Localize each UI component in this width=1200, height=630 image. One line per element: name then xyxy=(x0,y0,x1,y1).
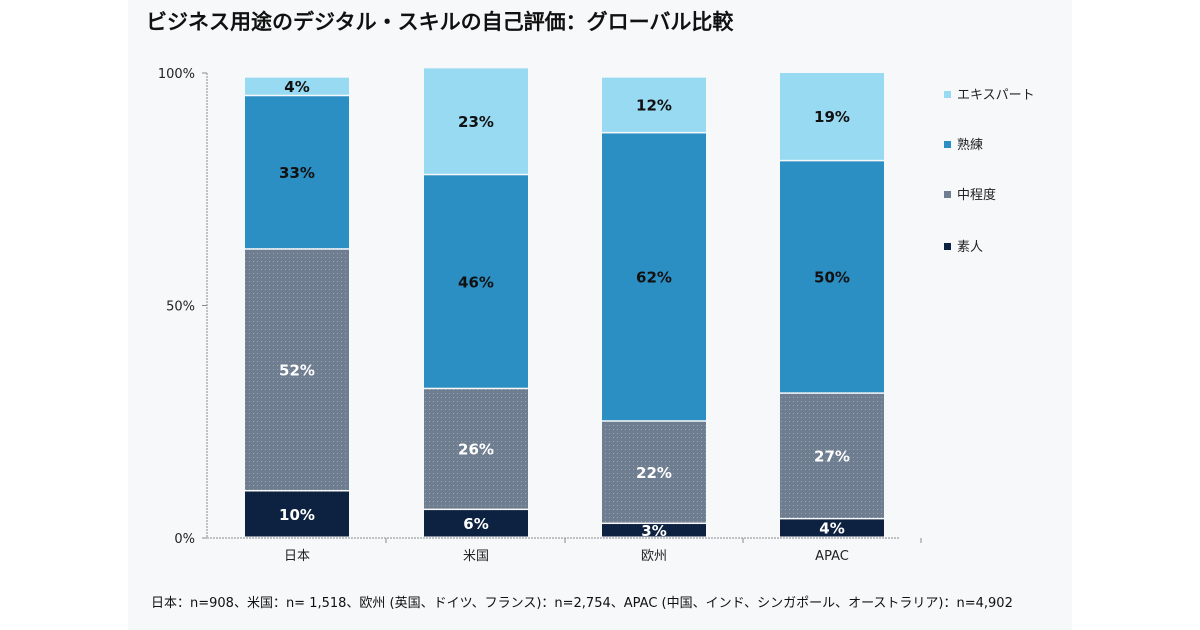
x-tick-label: 日本 xyxy=(284,549,310,564)
legend-swatch xyxy=(944,191,951,198)
data-label: 50% xyxy=(814,269,850,287)
data-label: 33% xyxy=(279,164,315,182)
bar-segment xyxy=(780,161,884,393)
bar-segment xyxy=(602,133,706,421)
legend-label: 素人 xyxy=(957,240,983,255)
data-label: 19% xyxy=(814,108,850,126)
bar-segment xyxy=(245,96,349,249)
bar-segment xyxy=(780,73,884,160)
bar-segment xyxy=(245,249,349,490)
data-label: 4% xyxy=(284,78,309,96)
data-label: 62% xyxy=(636,269,672,287)
sample-size-footnote: 日本：n=908、米国：n= 1,518、欧州 (英国、ドイツ、フランス)：n=… xyxy=(151,596,1013,611)
legend-label: エキスパート xyxy=(957,88,1035,103)
data-label: 22% xyxy=(636,464,672,482)
y-tick-label: 100% xyxy=(158,67,195,82)
data-label: 10% xyxy=(279,506,315,524)
data-label: 27% xyxy=(814,448,850,466)
legend-swatch xyxy=(944,243,951,250)
legend-swatch xyxy=(944,91,951,98)
bar-segment xyxy=(424,175,528,388)
x-tick-label: 米国 xyxy=(463,549,489,564)
bar-segment xyxy=(424,68,528,174)
bar-segment xyxy=(602,524,706,537)
legend-label: 中程度 xyxy=(957,187,996,203)
data-label: 6% xyxy=(463,515,488,533)
y-tick-label: 50% xyxy=(166,300,195,315)
y-tick-label: 0% xyxy=(174,532,195,547)
data-label: 12% xyxy=(636,97,672,115)
data-label: 4% xyxy=(819,520,844,538)
legend-swatch xyxy=(944,141,951,148)
data-label: 52% xyxy=(279,362,315,380)
data-label: 26% xyxy=(458,441,494,459)
x-tick-label: APAC xyxy=(815,549,849,564)
bar-segment xyxy=(602,421,706,523)
bar-segment xyxy=(780,393,884,518)
bar-segment xyxy=(245,491,349,537)
bar-segment xyxy=(245,77,349,95)
data-label: 23% xyxy=(458,113,494,131)
bar-segment xyxy=(424,510,528,537)
x-tick-label: 欧州 xyxy=(641,549,667,564)
legend-label: 熟練 xyxy=(957,137,983,153)
data-label: 3% xyxy=(641,522,666,540)
data-label: 46% xyxy=(458,273,494,291)
bar-segment xyxy=(602,77,706,132)
bar-segment xyxy=(780,519,884,537)
chart-title: ビジネス用途のデジタル・スキルの自己評価：グローバル比較 xyxy=(146,10,734,34)
bar-segment xyxy=(424,389,528,509)
